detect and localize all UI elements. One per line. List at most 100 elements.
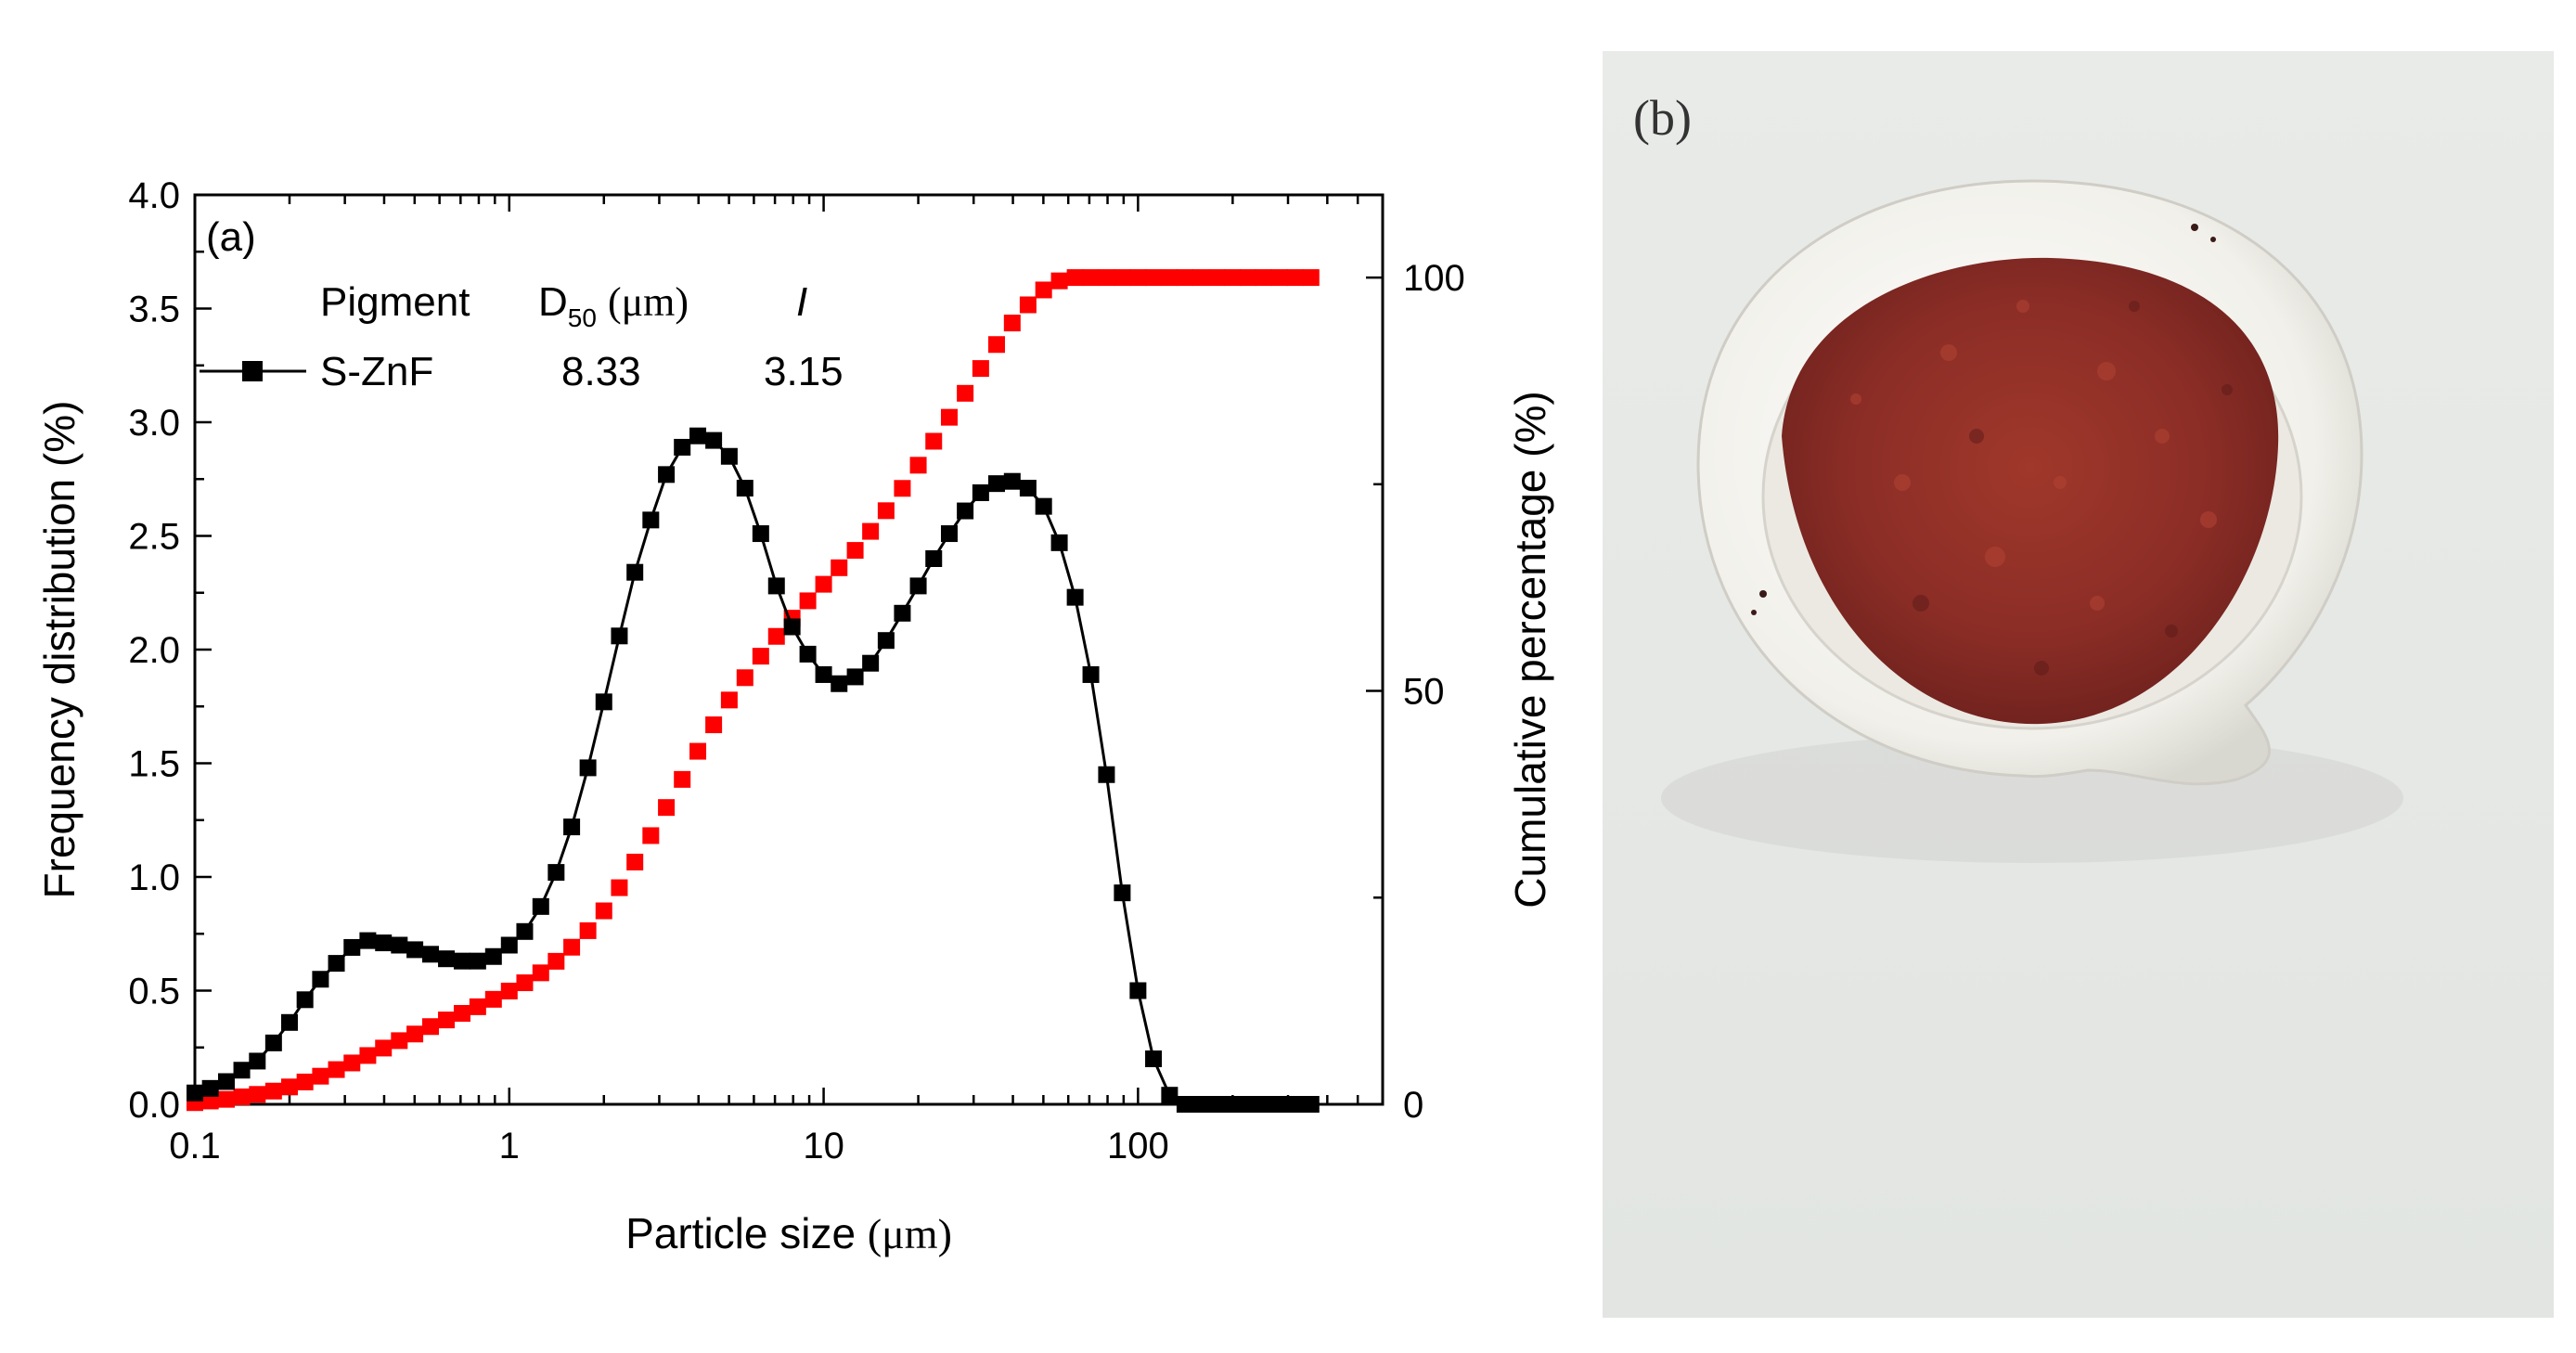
cumulative-point [1255, 269, 1272, 287]
frequency-point [846, 668, 864, 686]
legend-header-pigment: Pigment [320, 279, 470, 325]
y-tick-label: 3.0 [128, 403, 180, 444]
y2-axis-title: Cumulative percentage (%) [1506, 391, 1554, 908]
cumulative-point [689, 742, 707, 760]
frequency-point [1191, 1096, 1209, 1113]
frequency-point [894, 604, 911, 622]
cumulative-point [595, 902, 612, 920]
frequency-point [1050, 534, 1068, 551]
legend: Pigment D50 (μm) I S-ZnF 8.33 3.15 [200, 279, 844, 394]
pigment-powder [1782, 257, 2279, 725]
frequency-point [1035, 497, 1052, 515]
legend-header-d50: D50 (μm) [538, 279, 689, 332]
cumulative-point [343, 1054, 361, 1072]
cumulative-point [925, 432, 943, 450]
frequency-point [862, 654, 880, 672]
y-tick-label: 4.0 [128, 175, 180, 216]
frequency-point [233, 1062, 251, 1079]
y-tick-label: 0.5 [128, 972, 180, 1012]
cumulative-point [469, 998, 486, 1015]
x-axis-title-text: Particle size [625, 1209, 856, 1257]
frequency-point [563, 818, 581, 836]
cumulative-point [736, 669, 753, 687]
plot-frame [193, 193, 1385, 1106]
frequency-point [1129, 982, 1147, 999]
frequency-point [500, 936, 518, 954]
y-tick-label: 1.0 [128, 857, 180, 898]
frequency-point [218, 1073, 236, 1090]
cumulative-point [453, 1005, 470, 1022]
cumulative-point [516, 974, 534, 992]
cumulative-point [264, 1082, 282, 1100]
frequency-point [343, 938, 361, 956]
cumulative-point [1050, 272, 1068, 290]
frequency-point [547, 864, 565, 882]
cumulative-point [406, 1025, 424, 1043]
frequency-point [359, 932, 377, 949]
x-tick-label: 10 [803, 1126, 844, 1166]
cumulative-point [940, 408, 958, 426]
y2-axis-ticks: 0 50 100 [1366, 258, 1465, 1126]
legend-header-d-unit: (μm) [608, 279, 689, 325]
cumulative-point [249, 1086, 266, 1103]
cumulative-point [767, 627, 785, 645]
cumulative-point [218, 1090, 236, 1108]
rim-specks [1751, 224, 2216, 615]
cumulative-point [201, 1092, 219, 1110]
frequency-point [752, 525, 769, 543]
cumulative-point [375, 1039, 393, 1057]
y-tick-label: 2.0 [128, 630, 180, 671]
cumulative-point [815, 575, 832, 593]
cumulative-point [296, 1073, 314, 1090]
y-tick-label: 2.5 [128, 517, 180, 558]
cumulative-point [1066, 269, 1084, 287]
cumulative-point [563, 938, 581, 956]
y-tick-label: 0.0 [128, 1085, 180, 1126]
cumulative-point [1019, 296, 1037, 314]
panel-b-label: (b) [1633, 90, 1692, 146]
frequency-point [831, 675, 848, 692]
x-axis-title-unit: (μm) [868, 1210, 952, 1257]
frequency-point [1003, 472, 1021, 490]
y2-tick-label: 0 [1403, 1085, 1423, 1126]
powder-shadows [1913, 301, 2233, 676]
legend-entry-d50: 8.33 [561, 349, 641, 394]
cumulative-point [1208, 269, 1226, 287]
y-tick-label: 3.5 [128, 290, 180, 330]
cumulative-point [312, 1067, 329, 1085]
cumulative-point [233, 1088, 251, 1105]
frequency-point [925, 550, 943, 567]
cumulative-point [1082, 269, 1100, 287]
legend-header-i: I [796, 279, 807, 325]
frequency-point [201, 1079, 219, 1097]
frequency-point [296, 991, 314, 1009]
y-axis-ticks: 0.0 0.5 1.0 1.5 2.0 2.5 3.0 3.5 4.0 [128, 175, 212, 1126]
cumulative-point [500, 982, 518, 999]
cumulative-point [280, 1078, 298, 1096]
cumulative-point [705, 716, 723, 734]
frequency-point [972, 483, 989, 501]
frequency-point [249, 1052, 266, 1070]
frequency-point [453, 952, 470, 970]
frequency-point [516, 922, 534, 940]
cumulative-point [1003, 315, 1021, 332]
cumulative-point [909, 457, 927, 474]
cumulative-point [359, 1047, 377, 1064]
y-tick-label: 1.5 [128, 744, 180, 785]
cumulative-point [957, 384, 974, 402]
cumulative-point [642, 827, 660, 844]
y-axis-title: Frequency distribution (%) [35, 401, 84, 899]
frequency-point [406, 941, 424, 959]
cumulative-point [1035, 281, 1052, 299]
frequency-point [1098, 766, 1115, 783]
legend-entry-name: S-ZnF [320, 349, 433, 394]
frequency-point [579, 759, 597, 777]
frequency-point [469, 952, 486, 970]
cumulative-point [422, 1018, 440, 1036]
cumulative-point [547, 952, 565, 970]
cumulative-point [1161, 269, 1179, 287]
cumulative-point [799, 592, 817, 610]
frequency-point [532, 897, 549, 915]
frequency-point [1176, 1096, 1193, 1113]
